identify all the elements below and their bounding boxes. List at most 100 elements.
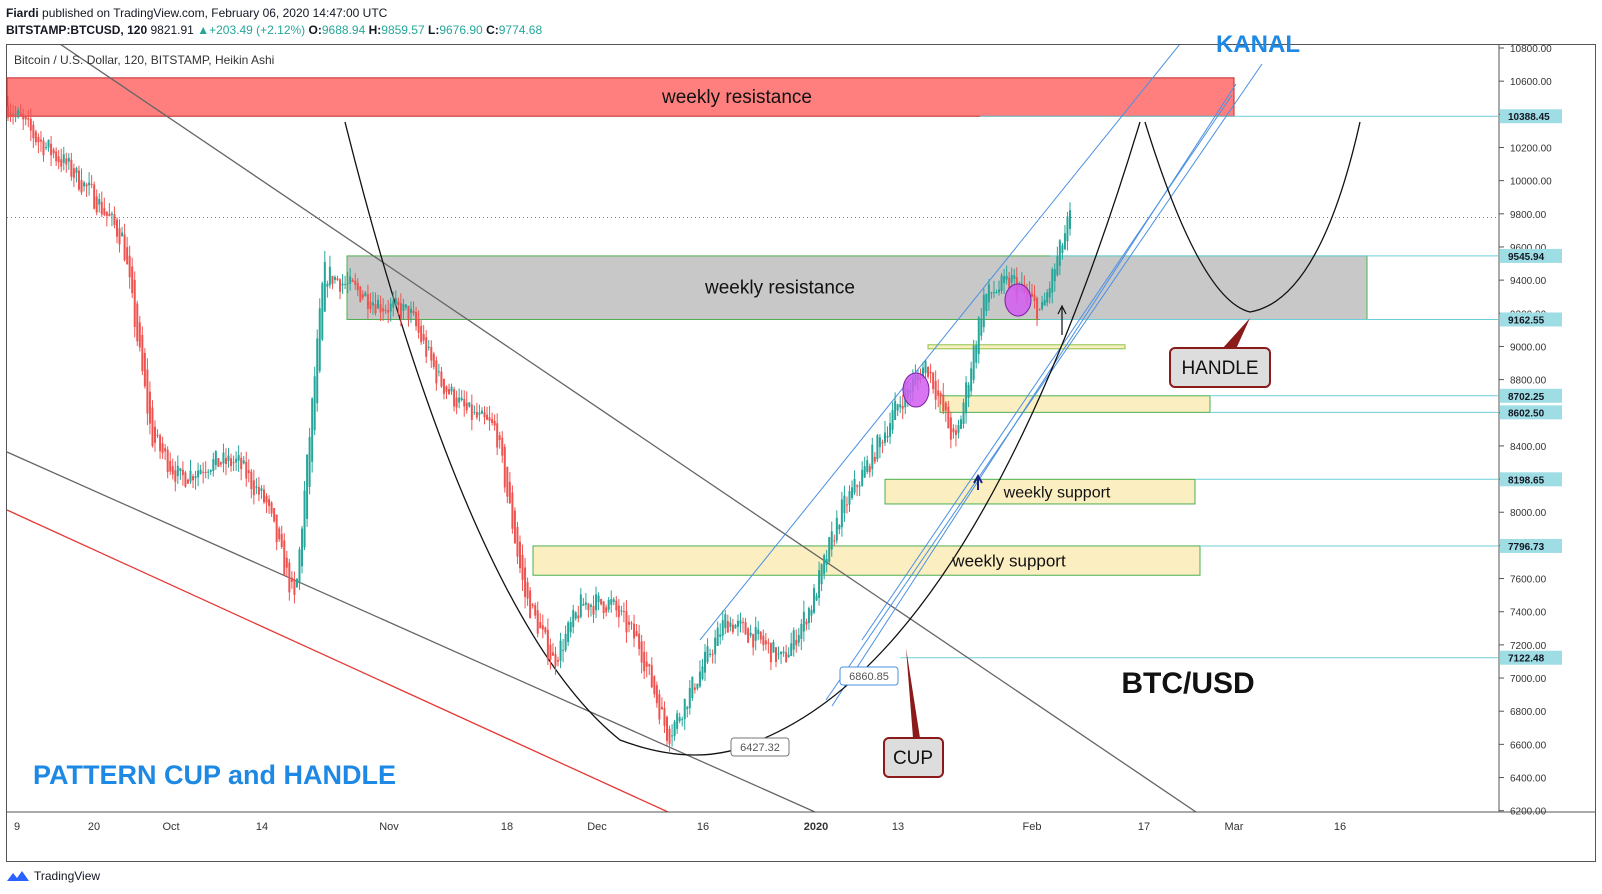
cup-pointer [906,648,920,738]
candle-body [280,533,283,547]
candle-body [90,183,93,185]
candle-body [323,262,326,312]
candle-body [605,607,608,613]
tradingview-footer: TradingView [6,869,100,883]
candle-body [960,419,963,429]
x-tick-label: 18 [501,821,513,833]
chart-frame [6,44,1596,862]
candle-body [937,390,940,396]
candle-body [62,154,65,163]
candle-body [465,402,468,411]
candle-body [164,448,167,452]
candle-body [977,317,980,355]
candle-body [133,279,136,328]
candle-body [9,111,12,116]
candle-body [721,620,724,636]
candle-body [475,411,478,418]
legend-title: Bitcoin / U.S. Dollar, 120, BITSTAMP, He… [14,53,274,67]
price-level-label: 9545.94 [1508,252,1545,263]
candle-body [709,653,712,655]
trend-line [60,45,1197,812]
candle-body [876,435,879,460]
candle-body [493,421,496,426]
candle-body [166,449,169,472]
candle-body [237,455,240,461]
candle-body [673,721,676,736]
candle-body [769,642,772,663]
candle-body [105,211,108,216]
candle-body [336,278,339,281]
candle-body [739,620,742,624]
candle-body [207,471,210,473]
candle-body [80,180,83,193]
candle-body [1030,293,1033,297]
y-tick-label: 6400.00 [1510,774,1547,785]
candle-body [539,622,542,629]
candle-body [156,434,159,436]
candle-body [1056,256,1059,276]
candle-body [88,182,91,186]
trend-line [7,509,669,812]
candle-body [194,476,197,479]
candle-body [681,719,684,721]
candle-body [397,301,400,306]
candle-body [341,283,344,286]
candle-body [1038,308,1041,310]
candle-body [491,419,494,423]
candle-body [965,382,968,414]
overlay-layer: 6427.32 6860.85 CUP HANDLE KANAL BTC/USD PATTE… [33,31,1300,790]
candle-body [541,625,544,630]
candle-body [45,147,48,149]
candle-body [344,283,347,285]
candle-body [415,312,418,327]
candle-body [630,623,633,625]
candle-body [283,540,286,576]
candle-body [653,676,656,695]
trend-line [699,45,1180,641]
candle-body [95,196,98,213]
candle-body [67,157,70,162]
candle-body [861,469,864,486]
x-tick-label: Oct [162,821,179,833]
candle-body [448,389,451,394]
candle-body [714,637,717,655]
candle-body [797,635,800,643]
candle-body [420,325,423,343]
y-tick-label: 6600.00 [1510,740,1547,751]
candle-body [410,308,413,313]
candle-body [227,455,230,462]
footer-brand: TradingView [34,869,101,883]
candle-body [645,661,648,667]
candle-body [600,598,603,605]
candle-body [57,156,60,163]
candle-body [828,537,831,562]
candle-body [752,634,755,648]
candle-body [873,456,876,462]
handle-pointer [1222,318,1250,349]
candle-body [463,398,466,407]
candle-body [780,651,783,655]
candle-body [508,481,511,504]
candle-body [790,643,793,656]
candle-body [146,369,149,414]
candle-body [676,713,679,729]
candle-body [126,247,129,265]
low-value: 9676.90 [439,23,483,37]
price-label-box [839,666,899,686]
candle-body [29,118,32,131]
candle-body [214,451,217,466]
candle-body [866,460,869,472]
candle-body [128,255,131,278]
candle-body [1041,301,1044,309]
zone-box [346,255,1368,320]
y-tick-label: 8000.00 [1510,508,1547,519]
candle-body [901,405,904,409]
candle-body [982,294,985,328]
candle-body [518,541,521,569]
candle-body [883,432,886,443]
candle-body [1061,245,1064,254]
y-tick-label: 10000.00 [1510,177,1552,188]
candle-body [496,423,499,448]
candle-body [549,644,552,660]
